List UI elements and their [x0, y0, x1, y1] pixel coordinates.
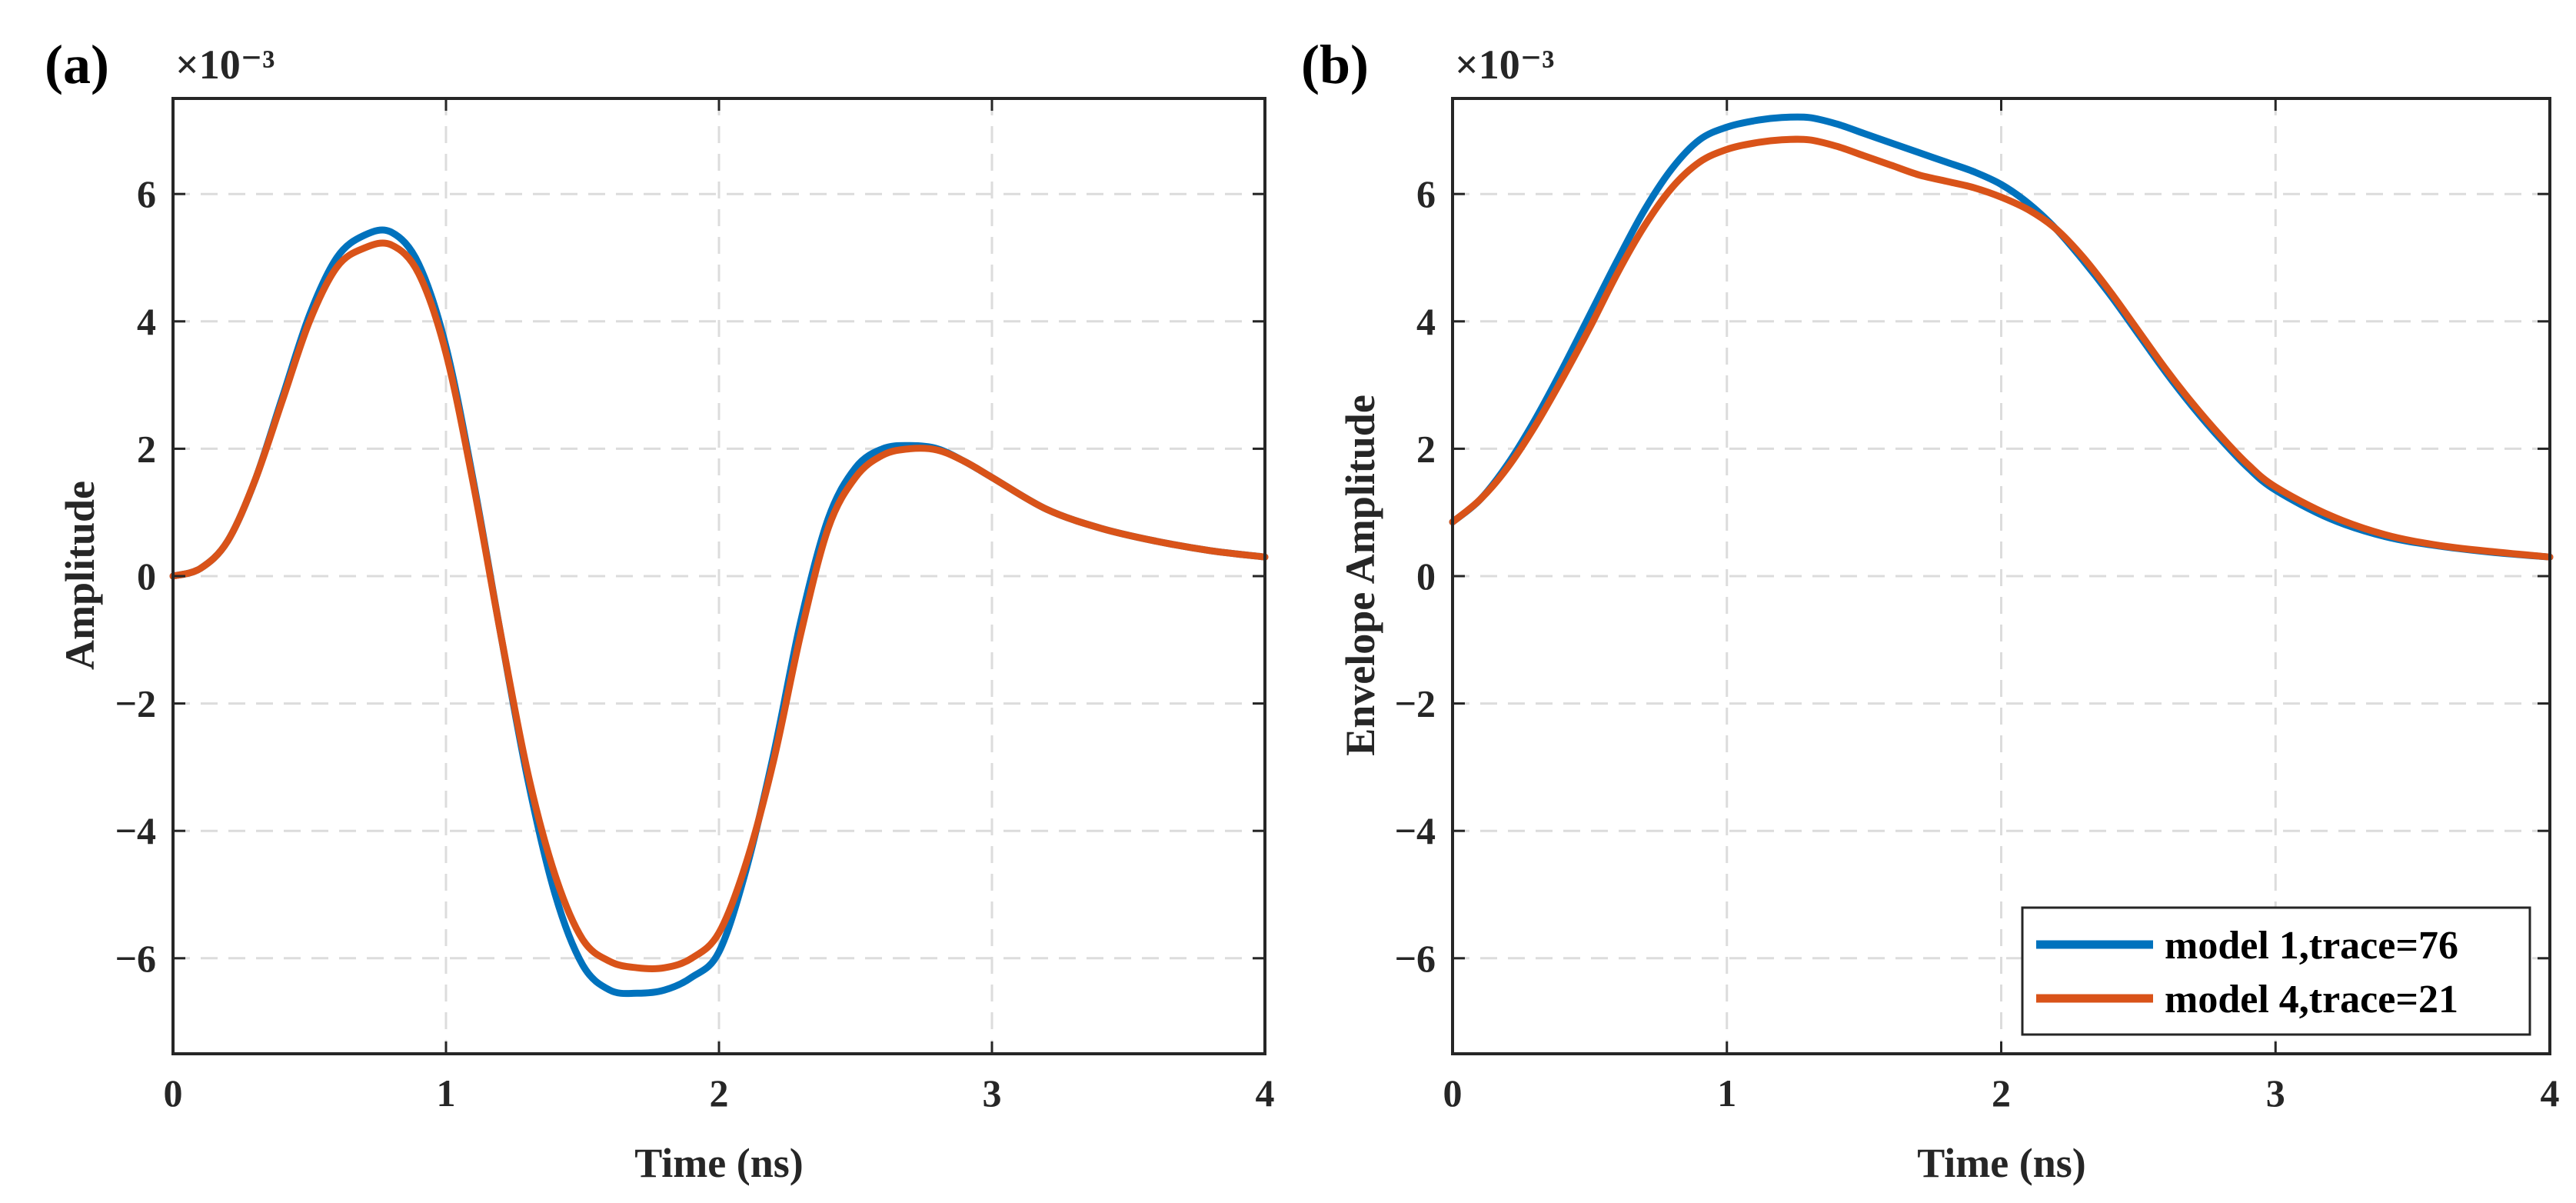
x-tick-label: 0	[164, 1071, 183, 1115]
y-tick-label: −4	[115, 809, 157, 852]
x-tick-label: 1	[437, 1071, 456, 1115]
y-tick-label: 2	[137, 427, 156, 470]
grid-a	[173, 98, 1265, 1054]
x-tick-label: 1	[1717, 1071, 1736, 1115]
y-tick-label: 0	[1416, 555, 1436, 598]
x-tick-label: 2	[710, 1071, 729, 1115]
series-line-model-4-a	[169, 239, 1269, 973]
x-tick-label: 4	[1256, 1071, 1275, 1115]
chart-panel-a: (a) ×10⁻³ 0 1 2 3 4 −6 −4 −2 0 2 4 6 Time (ns) Ampl…	[45, 34, 1275, 1186]
panel-label-a: (a)	[45, 34, 109, 95]
legend-label-model-1: model 1,trace=76	[2165, 924, 2458, 968]
ticks-b: 0 1 2 3 4 −6 −4 −2 0 2 4 6	[1395, 98, 2560, 1115]
y-axis-label-b: Envelope Amplitude	[1337, 395, 1383, 756]
y-tick-label: −6	[115, 937, 157, 980]
chart-panel-b: (b) ×10⁻³ 0 1 2 3 4 −6 −4 −2 0 2 4 6 Time (ns) Enve…	[1301, 34, 2560, 1186]
series-line-model-4-b	[1449, 135, 2554, 561]
y-tick-label: 6	[1416, 172, 1436, 215]
legend-box	[2021, 906, 2531, 1036]
y-axis-label-a: Amplitude	[57, 481, 103, 670]
x-axis-label-b: Time (ns)	[1917, 1140, 2086, 1186]
x-tick-label: 4	[2541, 1071, 2560, 1115]
x-tick-label: 0	[1443, 1071, 1463, 1115]
y-tick-label: −2	[1395, 682, 1436, 725]
y-tick-label: −4	[1395, 809, 1436, 852]
ticks-a: 0 1 2 3 4 −6 −4 −2 0 2 4 6	[115, 98, 1275, 1115]
y-tick-label: 4	[137, 300, 156, 343]
x-tick-label: 3	[983, 1071, 1002, 1115]
y-tick-label: 6	[137, 172, 156, 215]
y-tick-label: 0	[137, 555, 156, 598]
y-tick-label: 2	[1416, 427, 1436, 470]
series-layer-b	[1449, 113, 2554, 561]
y-tick-label: −6	[1395, 937, 1436, 980]
legend: model 1,trace=76 model 4,trace=21	[2021, 906, 2531, 1036]
series-layer-a	[169, 226, 1269, 998]
panel-label-b: (b)	[1301, 34, 1369, 95]
exponent-label-a: ×10⁻³	[175, 42, 275, 88]
y-tick-label: −2	[115, 682, 157, 725]
x-axis-label-a: Time (ns)	[634, 1140, 804, 1186]
y-tick-label: 4	[1416, 300, 1436, 343]
x-tick-label: 3	[2266, 1071, 2285, 1115]
exponent-label-b: ×10⁻³	[1455, 42, 1554, 88]
legend-label-model-4: model 4,trace=21	[2165, 978, 2458, 1021]
x-tick-label: 2	[1992, 1071, 2011, 1115]
